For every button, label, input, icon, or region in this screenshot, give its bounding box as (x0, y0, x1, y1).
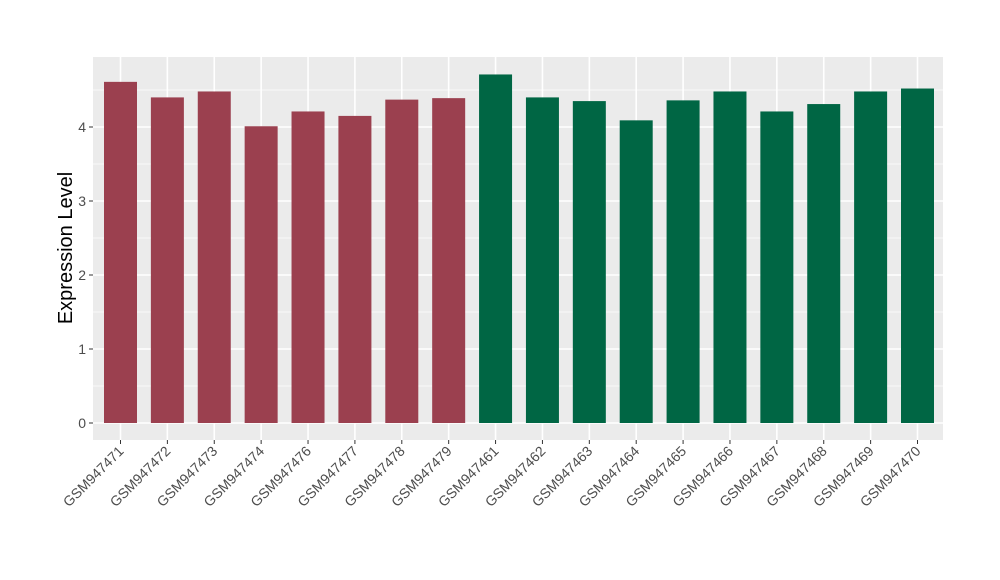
bar-GSM947461 (479, 74, 513, 424)
x-axis: GSM947471GSM947472GSM947473GSM947474GSM9… (60, 440, 924, 510)
bar-GSM947469 (854, 91, 888, 423)
y-tick-label: 0 (78, 415, 86, 431)
y-tick-label: 4 (78, 119, 86, 135)
bar-GSM947471 (104, 81, 137, 424)
bars (104, 74, 934, 424)
bar-GSM947470 (901, 88, 934, 424)
bar-GSM947479 (432, 98, 466, 423)
bar-GSM947473 (197, 91, 231, 423)
bar-GSM947478 (385, 99, 419, 424)
bar-GSM947476 (291, 111, 325, 424)
y-tick-label: 2 (78, 267, 86, 283)
y-axis-title: Expression Level (55, 172, 77, 324)
bar-GSM947472 (150, 97, 184, 424)
y-tick-label: 3 (78, 193, 86, 209)
bar-GSM947474 (244, 126, 278, 423)
bar-GSM947464 (619, 120, 653, 423)
bar-GSM947468 (807, 104, 841, 423)
plot-panel (93, 57, 943, 440)
minor-gridlines (93, 89, 943, 387)
bar-GSM947466 (713, 91, 747, 423)
y-axis: 0 1 2 3 4 (78, 119, 93, 431)
bar-GSM947477 (338, 115, 372, 424)
bar-GSM947462 (525, 97, 559, 424)
bar-GSM947467 (760, 111, 794, 424)
bar-GSM947465 (666, 100, 700, 424)
bar-GSM947463 (572, 101, 606, 423)
y-tick-label: 1 (78, 341, 86, 357)
